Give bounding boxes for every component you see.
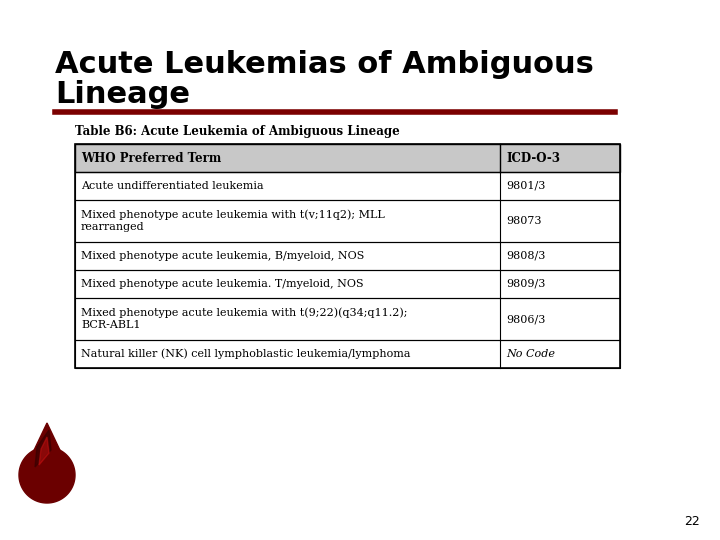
Text: 22: 22 [684,515,700,528]
Bar [75,144,620,172]
Bar [75,270,620,298]
Polygon shape [35,430,51,467]
Polygon shape [19,447,75,503]
Bar [75,298,620,340]
Bar [75,144,620,368]
Text: 9801/3: 9801/3 [506,181,545,191]
Polygon shape [39,437,49,465]
Bar [75,340,620,368]
Bar [75,172,620,200]
Bar [75,144,620,172]
Text: Mixed phenotype acute leukemia. T/myeloid, NOS: Mixed phenotype acute leukemia. T/myeloi… [81,279,364,289]
Text: Mixed phenotype acute leukemia with t(9;22)(q34;q11.2);
BCR-ABL1: Mixed phenotype acute leukemia with t(9;… [81,307,408,330]
Text: Mixed phenotype acute leukemia with t(v;11q2); MLL
rearranged: Mixed phenotype acute leukemia with t(v;… [81,210,384,233]
Text: WHO Preferred Term: WHO Preferred Term [81,152,221,165]
Bar [75,200,620,242]
Text: Mixed phenotype acute leukemia, B/myeloid, NOS: Mixed phenotype acute leukemia, B/myeloi… [81,251,364,261]
Text: 9806/3: 9806/3 [506,314,545,324]
Text: 9808/3: 9808/3 [506,251,545,261]
Text: Acute Leukemias of Ambiguous: Acute Leukemias of Ambiguous [55,50,594,79]
Text: 98073: 98073 [506,216,541,226]
Text: ICD-O-3: ICD-O-3 [506,152,560,165]
Text: 9809/3: 9809/3 [506,279,545,289]
Text: Lineage: Lineage [55,80,190,109]
Text: Acute undifferentiated leukemia: Acute undifferentiated leukemia [81,181,264,191]
Bar [75,242,620,270]
Polygon shape [27,423,67,465]
Text: Table B6: Acute Leukemia of Ambiguous Lineage: Table B6: Acute Leukemia of Ambiguous Li… [75,125,400,138]
Text: No Code: No Code [506,349,555,359]
Text: Natural killer (NK) cell lymphoblastic leukemia/lymphoma: Natural killer (NK) cell lymphoblastic l… [81,349,410,359]
